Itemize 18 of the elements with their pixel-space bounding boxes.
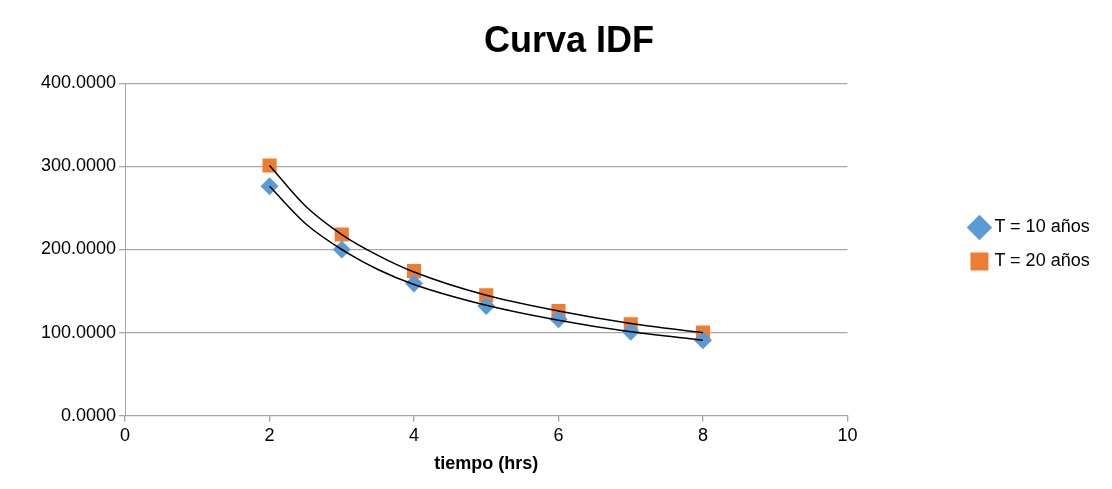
chart-title: Curva IDF bbox=[483, 18, 655, 60]
legend-label: T = 20 años bbox=[994, 250, 1090, 271]
x-tick-label: 10 bbox=[837, 424, 858, 445]
point bbox=[260, 177, 279, 196]
x-axis-title: tiempo (hrs) bbox=[434, 453, 539, 474]
y-tick-label: 100.0000 bbox=[41, 321, 117, 342]
y-tick-label: 0.0000 bbox=[61, 404, 117, 425]
y-tick-label: 200.0000 bbox=[41, 238, 117, 259]
x-tick-label: 0 bbox=[120, 424, 131, 445]
x-tick-label: 2 bbox=[264, 424, 275, 445]
y-tick-label: 400.0000 bbox=[41, 72, 117, 93]
y-tick-label: 300.0000 bbox=[41, 155, 117, 176]
x-tick-label: 8 bbox=[697, 424, 708, 445]
point bbox=[693, 331, 712, 350]
x-tick-label: 6 bbox=[553, 424, 564, 445]
point bbox=[262, 158, 277, 173]
legend-label: T = 10 años bbox=[994, 216, 1090, 237]
x-tick-label: 4 bbox=[409, 424, 420, 445]
